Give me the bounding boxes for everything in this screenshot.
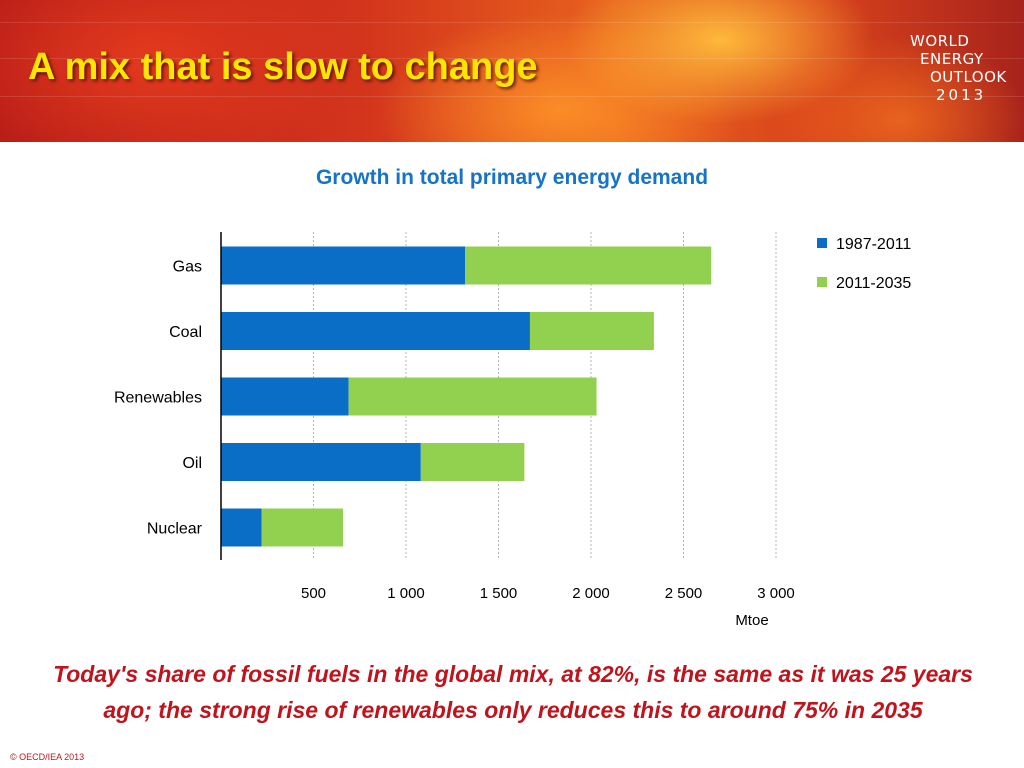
x-tick-label: 1 000 bbox=[387, 585, 425, 602]
bar-coal-1987-2011 bbox=[221, 312, 530, 350]
category-label-gas: Gas bbox=[173, 259, 202, 276]
bar-nuclear-2011-2035 bbox=[261, 508, 344, 547]
bar-gas-2011-2035 bbox=[465, 246, 712, 285]
banner-texture-line bbox=[0, 58, 1024, 59]
banner-texture-line bbox=[0, 96, 1024, 97]
category-label-coal: Coal bbox=[169, 324, 202, 341]
logo-line-outlook: OUTLOOK bbox=[930, 68, 1007, 86]
footnote: Today's share of fossil fuels in the glo… bbox=[18, 656, 1008, 728]
slide-title: A mix that is slow to change bbox=[28, 46, 538, 88]
bar-oil-1987-2011 bbox=[221, 443, 421, 481]
logo-line-energy: ENERGY bbox=[920, 50, 984, 68]
chart-legend: 1987-2011 2011-2035 bbox=[817, 236, 911, 292]
x-tick-label: 2 000 bbox=[572, 585, 610, 602]
legend-swatch bbox=[817, 238, 827, 248]
header-banner: A mix that is slow to change WORLD ENERG… bbox=[0, 0, 1024, 142]
bar-chart: Gas Coal Renewables Oil Nuclear 500 1 000 1 50… bbox=[114, 232, 911, 629]
category-label-nuclear: Nuclear bbox=[147, 521, 203, 538]
legend-label: 2011-2035 bbox=[836, 275, 911, 292]
category-label-oil: Oil bbox=[182, 455, 202, 472]
legend-label: 1987-2011 bbox=[836, 236, 911, 253]
bar-gas-1987-2011 bbox=[221, 246, 466, 285]
logo-line-year: 2013 bbox=[936, 86, 987, 104]
copyright-notice: © OECD/IEA 2013 bbox=[10, 752, 85, 762]
logo-line-world: WORLD bbox=[910, 32, 970, 50]
x-tick-label: 2 500 bbox=[665, 585, 703, 602]
footnote-line-1: Today's share of fossil fuels in the glo… bbox=[53, 661, 973, 687]
banner-texture-line bbox=[0, 22, 1024, 23]
x-tick-labels: 500 1 000 1 500 2 000 2 500 3 000 bbox=[301, 585, 795, 602]
bar-coal-2011-2035 bbox=[529, 312, 654, 350]
legend-swatch bbox=[817, 277, 827, 287]
bar-renewables-2011-2035 bbox=[348, 377, 597, 416]
bar-nuclear-1987-2011 bbox=[221, 508, 262, 547]
x-tick-label: 3 000 bbox=[757, 585, 795, 602]
category-label-renewables: Renewables bbox=[114, 390, 202, 407]
footnote-line-2: ago; the strong rise of renewables only … bbox=[103, 697, 923, 723]
chart-title: Growth in total primary energy demand bbox=[315, 166, 709, 189]
bar-renewables-1987-2011 bbox=[221, 377, 349, 416]
bar-oil-2011-2035 bbox=[420, 443, 525, 481]
x-tick-label: 500 bbox=[301, 585, 326, 602]
x-tick-label: 1 500 bbox=[480, 585, 518, 602]
chart-bars bbox=[221, 246, 712, 547]
weo-logo: WORLD ENERGY OUTLOOK 2013 bbox=[908, 32, 1007, 104]
category-labels: Gas Coal Renewables Oil Nuclear bbox=[114, 259, 203, 538]
x-axis-label: Mtoe bbox=[735, 612, 768, 629]
